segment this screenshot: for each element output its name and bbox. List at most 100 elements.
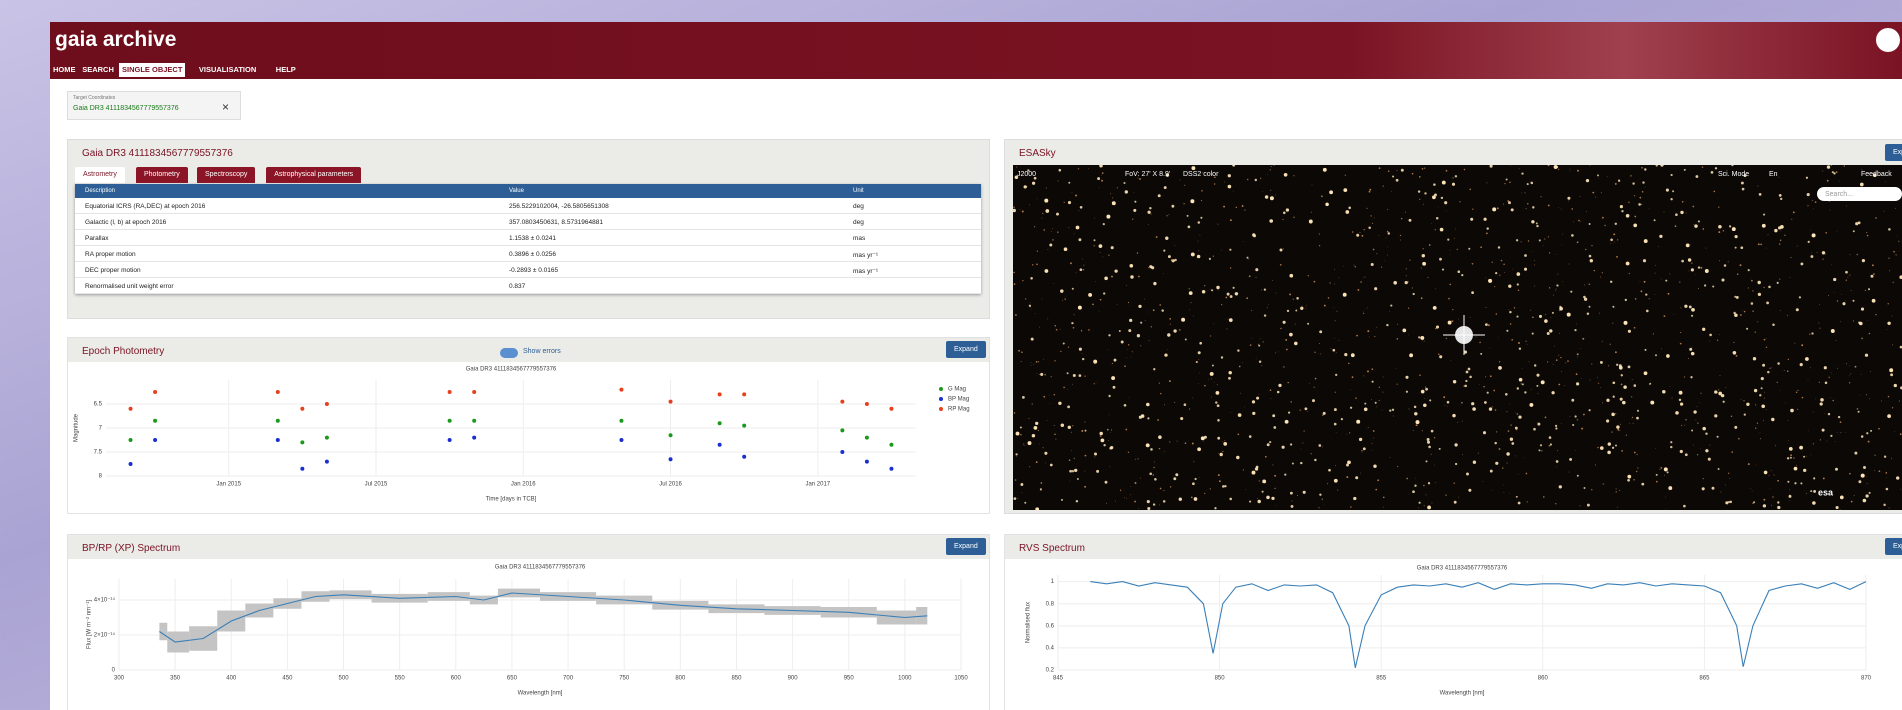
star	[1796, 308, 1799, 311]
expand-button[interactable]: Expand	[946, 538, 986, 555]
star	[1291, 505, 1294, 508]
star	[1275, 352, 1276, 353]
star	[1861, 338, 1863, 340]
star	[1503, 264, 1505, 266]
star	[1768, 234, 1769, 235]
clear-button[interactable]: ×	[222, 100, 229, 114]
star	[1014, 412, 1016, 414]
star	[1818, 323, 1819, 324]
star	[1408, 408, 1409, 409]
nav-item[interactable]: SEARCH	[79, 63, 117, 77]
star	[1094, 239, 1096, 241]
star	[1387, 255, 1388, 256]
star	[1084, 471, 1085, 472]
star	[1681, 425, 1682, 426]
star	[1498, 366, 1502, 370]
star	[1480, 246, 1482, 248]
star	[1611, 413, 1615, 417]
star	[1851, 290, 1852, 291]
star	[1302, 306, 1303, 307]
star	[1455, 463, 1457, 465]
star	[1215, 401, 1217, 403]
star	[1858, 411, 1860, 413]
star	[1617, 239, 1618, 240]
star	[1166, 215, 1167, 216]
star	[1567, 197, 1570, 200]
star	[1400, 235, 1401, 236]
star	[1401, 218, 1402, 219]
star	[1397, 338, 1399, 340]
star	[1680, 211, 1683, 214]
nav-item[interactable]: VISUALISATION	[196, 63, 259, 77]
nav-item[interactable]: HELP	[273, 63, 299, 77]
star	[1610, 344, 1611, 345]
frame-select[interactable]: J2000	[1017, 171, 1036, 178]
tab[interactable]: Spectroscopy	[197, 167, 255, 183]
star	[1702, 328, 1705, 331]
language[interactable]: En	[1769, 171, 1778, 178]
table-cell: mas	[853, 235, 865, 242]
star	[1515, 413, 1516, 414]
sky-view[interactable]: J2000 FoV: 27' X 8.9' DSS2 color Sci. Mo…	[1013, 165, 1902, 510]
star	[1510, 424, 1511, 425]
star	[1233, 191, 1234, 192]
star	[1875, 314, 1876, 315]
tab[interactable]: Astrometry	[75, 167, 125, 183]
star	[1679, 282, 1680, 283]
star	[1439, 355, 1442, 358]
star	[1289, 274, 1293, 278]
star	[1201, 200, 1202, 201]
star	[1303, 491, 1306, 494]
star	[1382, 392, 1383, 393]
star	[1347, 460, 1351, 464]
star	[1812, 501, 1816, 505]
star	[1173, 329, 1176, 332]
star	[1506, 178, 1508, 180]
star	[1406, 391, 1408, 393]
star	[1053, 283, 1054, 284]
star	[1409, 219, 1412, 222]
star	[1753, 501, 1755, 503]
toggle-switch[interactable]	[500, 348, 518, 358]
star	[1602, 272, 1603, 273]
star	[1712, 285, 1714, 287]
star	[1458, 497, 1459, 498]
star	[1660, 467, 1662, 469]
star	[1307, 411, 1308, 412]
star	[1629, 273, 1630, 274]
star	[1031, 362, 1032, 363]
star	[1664, 467, 1668, 471]
star	[1146, 403, 1150, 407]
star	[1642, 191, 1644, 193]
star	[1198, 383, 1199, 384]
star	[1498, 337, 1499, 338]
table-cell: 256.5229102004, -26.5805651308	[509, 203, 609, 210]
star	[1361, 450, 1362, 451]
star	[1164, 353, 1167, 356]
star	[1729, 478, 1730, 479]
star	[1530, 310, 1531, 311]
star	[1797, 409, 1798, 410]
star	[1585, 249, 1586, 250]
star	[1428, 277, 1429, 278]
expand-button[interactable]: Expand	[946, 341, 986, 358]
target-box[interactable]: Target Coordinates Gaia DR3 411183456777…	[67, 91, 241, 120]
tab[interactable]: Photometry	[136, 167, 188, 183]
star	[1355, 266, 1356, 267]
star	[1068, 201, 1071, 204]
expand-button[interactable]: Expand	[1885, 144, 1902, 161]
star	[1126, 357, 1127, 358]
nav-item[interactable]: SINGLE OBJECT	[119, 63, 185, 77]
star	[1149, 207, 1151, 209]
sci-mode[interactable]: Sci. Mode	[1718, 171, 1749, 178]
star	[1468, 248, 1470, 250]
star	[1129, 264, 1133, 268]
feedback[interactable]: Feedback	[1861, 171, 1892, 178]
star	[1455, 175, 1457, 177]
star	[1612, 306, 1614, 308]
star	[1517, 283, 1519, 285]
expand-button[interactable]: Expand	[1885, 538, 1902, 555]
star	[1257, 500, 1260, 503]
nav-item[interactable]: HOME	[50, 63, 79, 77]
tab[interactable]: Astrophysical parameters	[266, 167, 361, 183]
